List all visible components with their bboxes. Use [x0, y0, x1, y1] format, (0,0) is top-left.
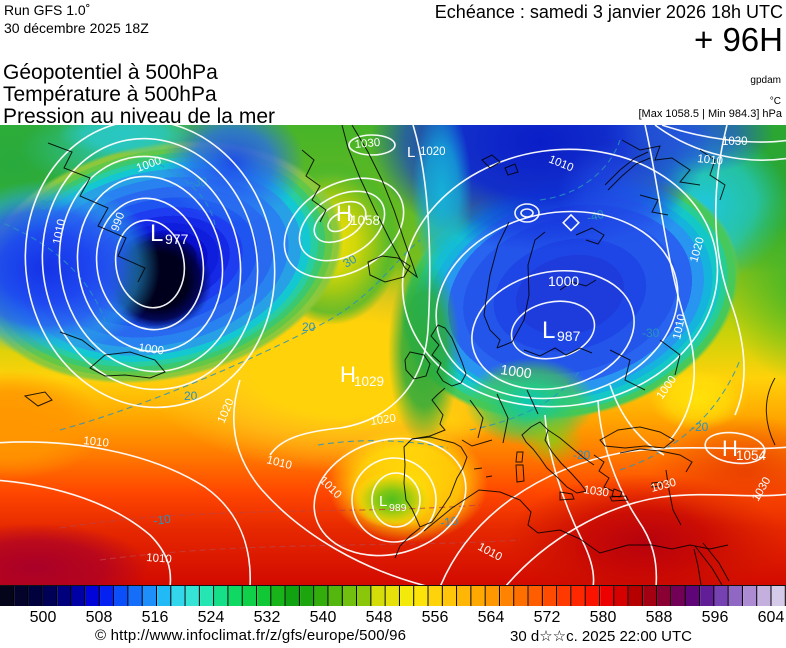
svg-text:1030: 1030	[354, 137, 381, 151]
svg-text:1010: 1010	[146, 552, 172, 566]
svg-text:1030: 1030	[583, 484, 610, 499]
svg-text:L: L	[407, 144, 415, 161]
svg-text:1010: 1010	[83, 435, 110, 450]
svg-text:-20: -20	[573, 448, 591, 462]
svg-text:H: H	[336, 201, 352, 226]
svg-text:-10: -10	[152, 512, 171, 528]
svg-text:-20: -20	[691, 420, 709, 434]
svg-text:L: L	[542, 317, 555, 344]
svg-text:1030: 1030	[722, 136, 748, 148]
svg-text:987: 987	[557, 328, 581, 344]
svg-text:1020: 1020	[370, 413, 397, 428]
svg-text:1000: 1000	[548, 273, 579, 289]
svg-text:1054: 1054	[736, 448, 767, 463]
svg-text:1058: 1058	[350, 213, 380, 228]
svg-text:L: L	[379, 493, 387, 510]
svg-text:1000: 1000	[500, 361, 533, 381]
svg-text:1000: 1000	[138, 342, 165, 357]
svg-text:-30: -30	[190, 175, 208, 189]
svg-text:20: 20	[302, 320, 316, 334]
svg-text:20: 20	[184, 389, 198, 403]
svg-text:30: 30	[341, 252, 360, 271]
svg-text:-40: -40	[585, 207, 606, 225]
svg-text:L: L	[150, 220, 163, 247]
svg-text:1010: 1010	[51, 218, 68, 246]
svg-text:977: 977	[165, 231, 189, 247]
svg-text:1010: 1010	[671, 313, 688, 341]
svg-text:H: H	[722, 436, 738, 461]
svg-text:989: 989	[389, 502, 407, 514]
svg-text:1010: 1010	[697, 153, 724, 168]
svg-text:1029: 1029	[354, 374, 384, 389]
svg-text:1020: 1020	[420, 146, 446, 158]
svg-text:-10: -10	[439, 514, 458, 530]
svg-text:-30: -30	[642, 326, 660, 340]
svg-text:H: H	[340, 362, 356, 387]
